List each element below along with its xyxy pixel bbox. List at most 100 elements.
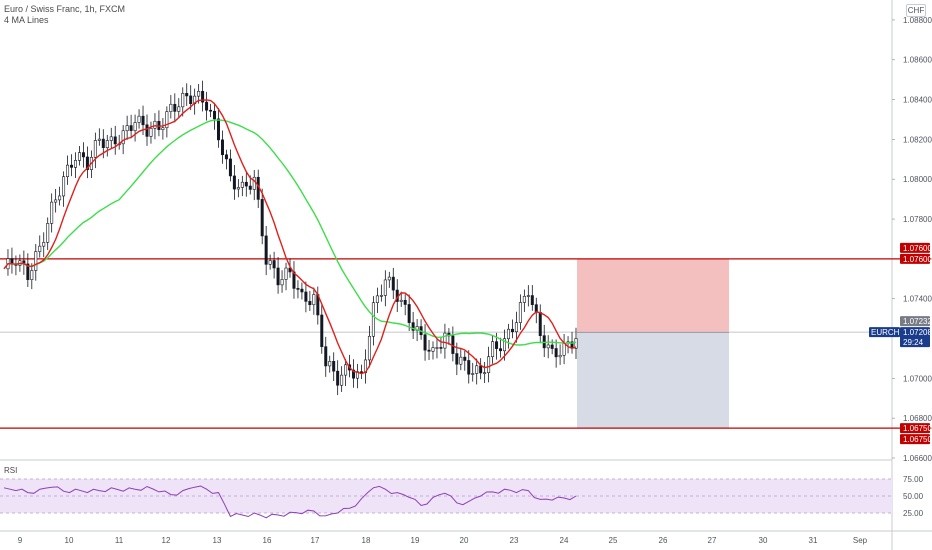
candle-body (352, 369, 356, 379)
symbol-price-bg (900, 327, 930, 348)
candle-body (137, 115, 141, 123)
candle-body (85, 156, 89, 170)
candle-body (431, 347, 435, 352)
currency-button[interactable]: CHF (906, 4, 926, 17)
price-tag-lower-1: 1.06750 (903, 424, 932, 433)
candle-body (66, 164, 70, 178)
time-tick-label: 12 (162, 536, 171, 545)
candle-body (50, 201, 54, 224)
candle-body (526, 295, 530, 297)
candle-body (518, 302, 522, 323)
candle-body (296, 288, 300, 290)
main-pane (0, 0, 892, 458)
candle-body (411, 322, 415, 331)
price-tick-label: 1.06800 (903, 414, 932, 423)
candle-body (300, 288, 304, 293)
time-tick-label: 30 (759, 536, 768, 545)
candle-body (558, 354, 562, 358)
symbol-tag: EURCHF (871, 328, 904, 337)
candle-body (538, 312, 542, 336)
price-tag-lower-1-bg (900, 423, 930, 434)
time-tick-label: 11 (115, 536, 124, 545)
candle-body (177, 106, 181, 112)
candle-body (550, 344, 554, 349)
candle-body (153, 120, 157, 129)
candle-body (70, 164, 74, 168)
price-tag-upper-1-bg (900, 242, 930, 253)
time-tick-label: 25 (609, 536, 618, 545)
countdown-tag: 29:24 (903, 338, 924, 347)
candle-body (105, 140, 109, 148)
time-tick-label: 18 (362, 536, 371, 545)
candle-body (244, 181, 248, 187)
price-tag-upper-2-bg (900, 253, 930, 264)
candle-body (81, 152, 85, 158)
stop-loss-zone (577, 258, 729, 333)
candle-body (169, 103, 173, 112)
candle-body (165, 111, 169, 129)
time-tick-label: 23 (510, 536, 519, 545)
candle-body (467, 360, 471, 375)
candle-body (479, 365, 483, 374)
take-profit-zone (577, 332, 729, 429)
candle-body (141, 115, 145, 126)
candle-body (213, 110, 217, 120)
candle-body (554, 348, 558, 358)
price-tick-label: 1.07400 (903, 295, 932, 304)
candle-body (264, 235, 268, 265)
time-tick-label: 10 (65, 536, 74, 545)
candle-body (491, 341, 495, 358)
time-tick-label: 27 (708, 536, 717, 545)
time-tick-label: 26 (659, 536, 668, 545)
candle-body (284, 267, 288, 280)
candle-body (443, 332, 447, 349)
candle-body (483, 372, 487, 374)
candle-body (58, 195, 62, 201)
indicator-title: 4 MA Lines (4, 15, 49, 25)
candle-body (125, 125, 129, 132)
price-tag-current: 1.07232 (903, 317, 932, 326)
candle-body (30, 270, 34, 280)
candle-body (534, 304, 538, 313)
rsi-tick-label: 50.00 (903, 492, 924, 501)
candle-body (514, 322, 518, 333)
candle-body (97, 138, 101, 141)
candle-body (324, 346, 328, 367)
candle-body (522, 295, 526, 303)
ma-line-red (3, 99, 577, 375)
candle-body (439, 347, 443, 349)
candle-body (403, 299, 407, 305)
candle-body (459, 356, 463, 365)
candle-body (240, 181, 244, 188)
price-tick-label: 1.07800 (903, 215, 932, 224)
candle-body (340, 374, 344, 386)
candle-body (46, 223, 50, 243)
candle-body (391, 276, 395, 291)
candle-body (145, 124, 149, 137)
symbol-title: Euro / Swiss Franc, 1h, FXCM (4, 4, 126, 14)
candle-body (217, 118, 221, 141)
price-tick-label: 1.08400 (903, 96, 932, 105)
price-tick-label: 1.08600 (903, 56, 932, 65)
candle-body (248, 185, 252, 190)
candle-body (74, 160, 78, 168)
price-tick-label: 1.07000 (903, 374, 932, 383)
candle-body (435, 347, 439, 349)
candle-body (487, 356, 491, 373)
time-tick-label: 13 (213, 536, 222, 545)
time-tick-label: 20 (460, 536, 469, 545)
candle-body (475, 365, 479, 374)
candle-body (423, 334, 427, 351)
candle-body (129, 125, 133, 131)
candle-body (332, 361, 336, 372)
time-tick-label: 9 (18, 536, 23, 545)
candle-body (312, 294, 316, 306)
candle-body (209, 109, 213, 112)
price-tick-label: 1.06600 (903, 454, 932, 463)
candle-body (173, 103, 177, 112)
candle-body (77, 152, 81, 161)
ma-line-green (3, 119, 577, 346)
candle-body (336, 370, 340, 386)
